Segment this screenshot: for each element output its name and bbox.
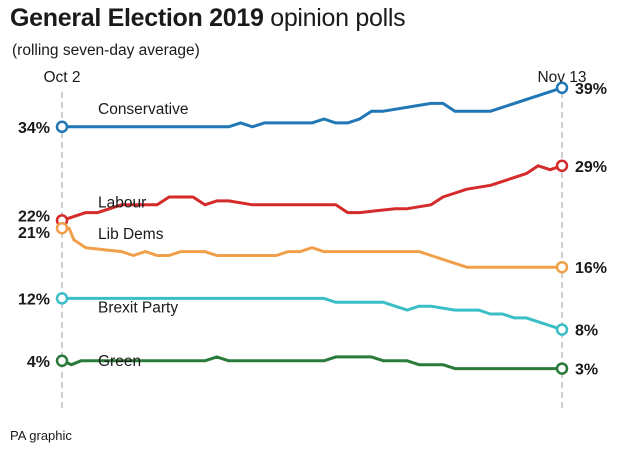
conservative-line — [60, 86, 564, 129]
labour-end-marker — [555, 159, 569, 173]
end-date-label: Nov 13 — [537, 69, 586, 86]
start-date-label: Oct 2 — [43, 69, 80, 86]
conservative-end-marker — [555, 81, 569, 95]
chart-title-bold: General Election 2019 — [10, 4, 264, 32]
labour-line — [60, 164, 564, 222]
lib-dems-end-marker — [555, 260, 569, 274]
conservative-start-value: 34% — [18, 120, 50, 137]
labour-end-value: 29% — [575, 159, 607, 176]
green-line — [60, 355, 564, 371]
credit-label: PA graphic — [10, 428, 72, 443]
brexit-party-start-value: 12% — [18, 291, 50, 308]
chart-subtitle: (rolling seven-day average) — [12, 42, 200, 59]
lib-dems-start-value: 21% — [18, 225, 50, 242]
brexit-party-end-value: 8% — [575, 323, 598, 340]
green-start-marker — [55, 354, 69, 368]
green-end-marker — [555, 362, 569, 375]
lib-dems-series-label: Lib Dems — [98, 226, 164, 243]
brexit-party-start-marker — [55, 292, 69, 305]
brexit-party-line — [60, 296, 564, 332]
chart-title: General Election 2019 opinion polls — [10, 4, 406, 33]
lib-dems-end-value: 16% — [575, 260, 607, 277]
conservative-series-label: Conservative — [98, 101, 188, 118]
brexit-party-end-marker — [555, 323, 569, 336]
green-end-value: 3% — [575, 362, 598, 379]
green-series-label: Green — [98, 353, 141, 370]
green-start-value: 4% — [27, 354, 50, 371]
labour-series-label: Labour — [98, 194, 146, 211]
brexit-party-series-label: Brexit Party — [98, 299, 178, 316]
conservative-end-value: 39% — [575, 81, 607, 98]
lib-dems-line — [60, 226, 564, 269]
chart-title-light: opinion polls — [270, 4, 406, 32]
conservative-start-marker — [55, 120, 69, 134]
lib-dems-start-marker — [55, 221, 69, 235]
labour-start-value: 22% — [18, 208, 50, 225]
